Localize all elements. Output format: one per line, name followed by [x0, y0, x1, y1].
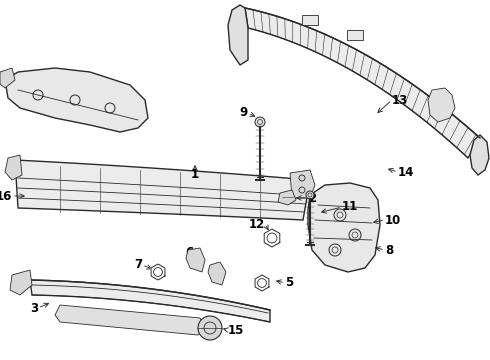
- Text: 5: 5: [285, 276, 293, 289]
- Polygon shape: [208, 262, 226, 285]
- Text: 11: 11: [342, 201, 358, 213]
- Text: 9: 9: [240, 107, 248, 120]
- Text: 12: 12: [249, 217, 265, 230]
- Polygon shape: [5, 155, 22, 180]
- Polygon shape: [55, 305, 205, 335]
- Polygon shape: [10, 270, 32, 295]
- Circle shape: [255, 117, 265, 127]
- Polygon shape: [245, 8, 480, 158]
- Text: 14: 14: [398, 166, 415, 179]
- Text: 15: 15: [228, 324, 245, 337]
- Text: 4: 4: [214, 269, 222, 282]
- Polygon shape: [0, 68, 15, 88]
- Text: 8: 8: [385, 243, 393, 256]
- Polygon shape: [151, 264, 165, 280]
- Text: 7: 7: [134, 258, 142, 271]
- Polygon shape: [264, 229, 280, 247]
- Polygon shape: [308, 183, 380, 272]
- Text: 3: 3: [30, 302, 38, 315]
- Polygon shape: [290, 170, 315, 198]
- Circle shape: [198, 316, 222, 340]
- Polygon shape: [30, 280, 270, 322]
- Polygon shape: [428, 88, 455, 122]
- Text: 1: 1: [191, 168, 199, 181]
- Polygon shape: [470, 135, 489, 175]
- Polygon shape: [302, 15, 318, 25]
- Text: 2: 2: [308, 192, 316, 204]
- Polygon shape: [15, 160, 310, 220]
- Text: 13: 13: [392, 94, 408, 107]
- Polygon shape: [278, 190, 296, 205]
- Polygon shape: [186, 248, 205, 272]
- Text: 16: 16: [0, 189, 12, 202]
- Polygon shape: [347, 30, 363, 40]
- Text: 10: 10: [385, 213, 401, 226]
- Polygon shape: [255, 275, 269, 291]
- Polygon shape: [5, 68, 148, 132]
- Text: 6: 6: [185, 246, 193, 258]
- Polygon shape: [228, 5, 248, 65]
- Circle shape: [306, 191, 314, 199]
